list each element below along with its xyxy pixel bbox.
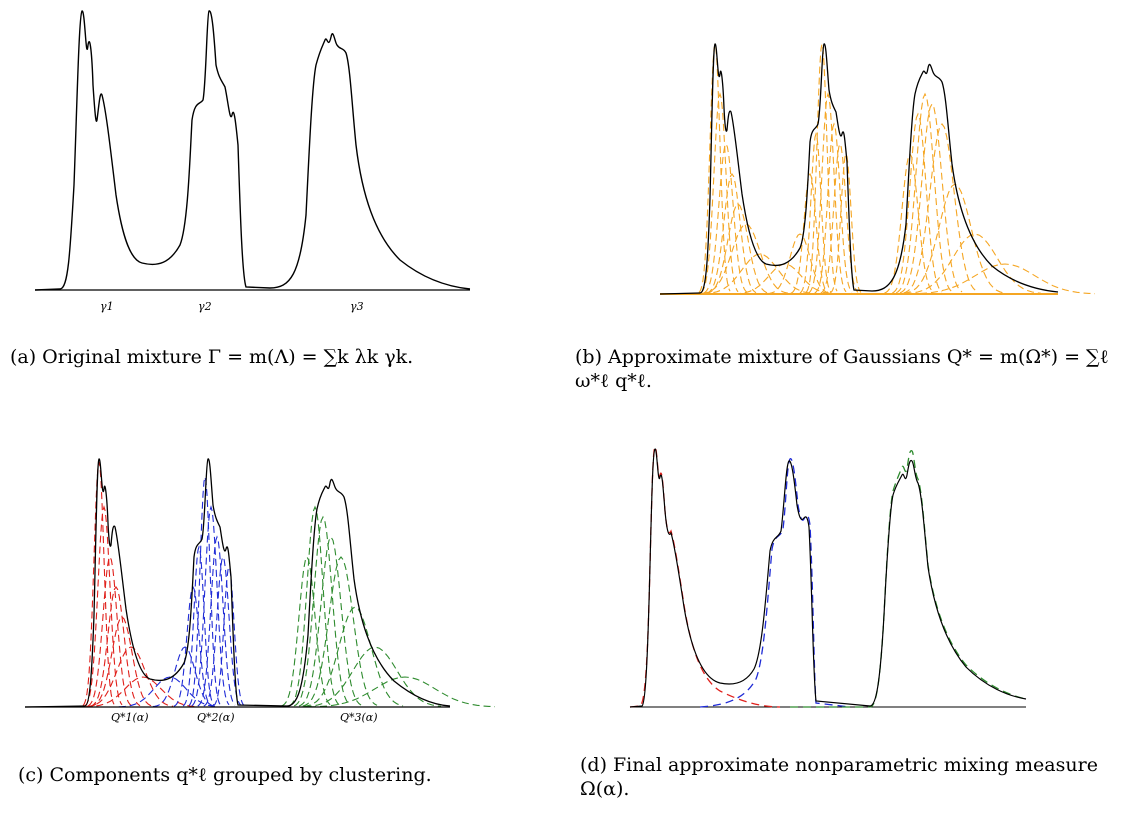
gaussian-component [289,505,340,707]
gaussian-component [212,565,245,707]
clustered-components [82,461,496,708]
component-label-1: γ1 [100,300,114,313]
gaussian-component [281,555,332,707]
mixture-density-curve [659,43,1059,295]
gaussian-component [814,122,853,294]
caption-text: Approximate mixture of Gaussians Q* = m(… [575,346,1109,392]
gaussian-component [705,203,769,295]
mixture-density-curve [629,448,1027,708]
gaussian-component [84,505,123,707]
gaussian-component [903,123,979,294]
gaussian-component [892,112,943,294]
caption-c: (c) Components q*ℓ grouped by clustering. [18,763,478,787]
cluster-density-red [629,446,781,708]
panel-d-plot [629,446,1027,708]
gaussian-component [86,646,174,708]
gaussian-component [805,43,838,293]
gaussian-component [884,152,935,294]
panel-c-plot: Q*1(α) Q*2(α) Q*3(α) [24,458,496,724]
gaussian-component [899,102,963,294]
component-label-3: γ3 [350,300,364,313]
cluster-label-1: Q*1(α) [111,711,149,724]
gaussian-component [85,676,198,708]
gaussian-component [808,92,847,294]
panel-b-plot [659,43,1096,295]
gaussian-component [152,646,216,708]
caption-text: Components q*ℓ grouped by clustering. [49,764,432,786]
gaussian-component [87,555,132,707]
gaussian-component [701,223,789,295]
caption-label: (a) [10,346,37,368]
gaussian-component [293,515,351,707]
caption-label: (c) [18,764,44,786]
gaussian-component [90,586,141,707]
gaussian-component [895,92,953,294]
gaussian-component [790,172,829,294]
gaussian-component [182,545,215,707]
gaussian-component [702,253,815,295]
gaussian-component [298,535,362,707]
mixture-density-curve [34,10,471,291]
gaussian-component [308,676,496,708]
caption-text: Final approximate nonparametric mixing m… [580,754,1098,800]
caption-text: Original mixture Γ = m(Λ) = ∑k λk γk. [42,346,414,368]
gaussian-component [700,92,739,294]
gaussian-component [903,183,1004,294]
gaussian-component [829,152,862,294]
gaussian-component [904,233,1042,295]
cluster-label-2: Q*2(α) [197,711,235,724]
component-label-2: γ2 [198,300,212,313]
caption-label: (b) [575,346,602,368]
gaussian-component [303,606,404,707]
caption-d: (d) Final approximate nonparametric mixin… [580,753,1135,801]
gaussian-component [203,555,242,707]
gaussian-component [89,616,153,708]
cluster-density-green [790,449,1027,708]
gaussian-component [302,556,378,707]
gaussian-component [197,535,236,707]
panel-a-plot: γ1 γ2 γ3 [34,10,471,313]
caption-a: (a) Original mixture Γ = m(Λ) = ∑k λk γk. [10,345,480,369]
caption-label: (d) [580,754,607,776]
mixture-density-curve [24,458,451,708]
gaussian-component [304,646,442,708]
gaussian-component [118,676,219,708]
caption-b: (b) Approximate mixture of Gaussians Q* =… [575,345,1135,393]
gaussian-component [191,505,230,707]
cluster-density-blue [699,458,851,708]
gaussian-component [767,233,831,295]
gaussian-component [908,263,1096,295]
cluster-label-3: Q*3(α) [340,711,378,724]
gaussian-component [706,173,757,294]
gaussian-component [799,132,832,294]
